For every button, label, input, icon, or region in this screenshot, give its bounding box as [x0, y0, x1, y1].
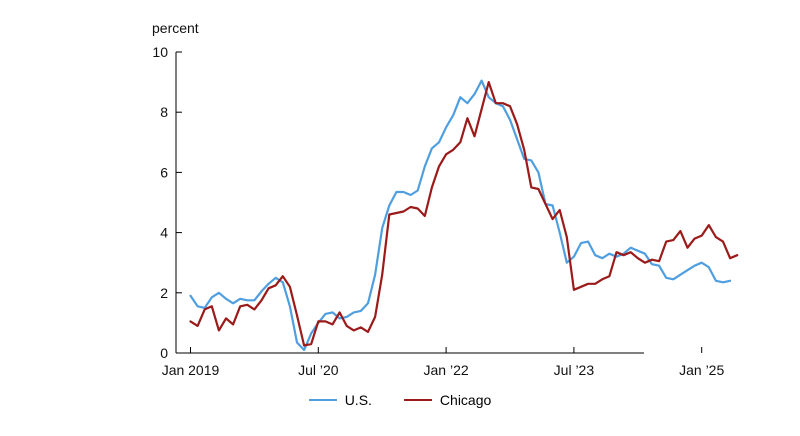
y-axis-title: percent — [152, 20, 199, 36]
x-tick-label: Jan ’22 — [424, 362, 469, 378]
series-layer — [189, 79, 739, 352]
legend-swatch-chicago — [403, 399, 432, 401]
y-axis: 0 2 4 6 8 10 — [152, 44, 182, 361]
y-tick-label: 10 — [152, 44, 168, 60]
y-tick-label: 6 — [160, 164, 168, 180]
legend-item-us: U.S. — [308, 392, 372, 408]
y-tick-label: 0 — [160, 345, 168, 361]
legend-item-chicago: Chicago — [403, 392, 492, 408]
axes — [175, 52, 644, 354]
x-tick-label: Jul ’23 — [554, 362, 595, 378]
series-line-chicago — [189, 80, 739, 347]
series-line-us — [189, 79, 732, 352]
x-tick-label: Jul ’20 — [298, 362, 339, 378]
legend-label-chicago: Chicago — [439, 392, 492, 408]
legend: U.S. Chicago — [0, 392, 800, 408]
y-tick-label: 2 — [160, 285, 168, 301]
y-tick-label: 4 — [160, 225, 168, 241]
x-tick-label: Jan 2019 — [162, 362, 220, 378]
legend-swatch-us — [308, 399, 337, 401]
x-axis: Jan 2019 Jul ’20 Jan ’22 Jul ’23 Jan ’25 — [162, 347, 724, 378]
y-tick-label: 8 — [160, 104, 168, 120]
legend-label-us: U.S. — [344, 392, 372, 408]
x-tick-label: Jan ’25 — [679, 362, 724, 378]
